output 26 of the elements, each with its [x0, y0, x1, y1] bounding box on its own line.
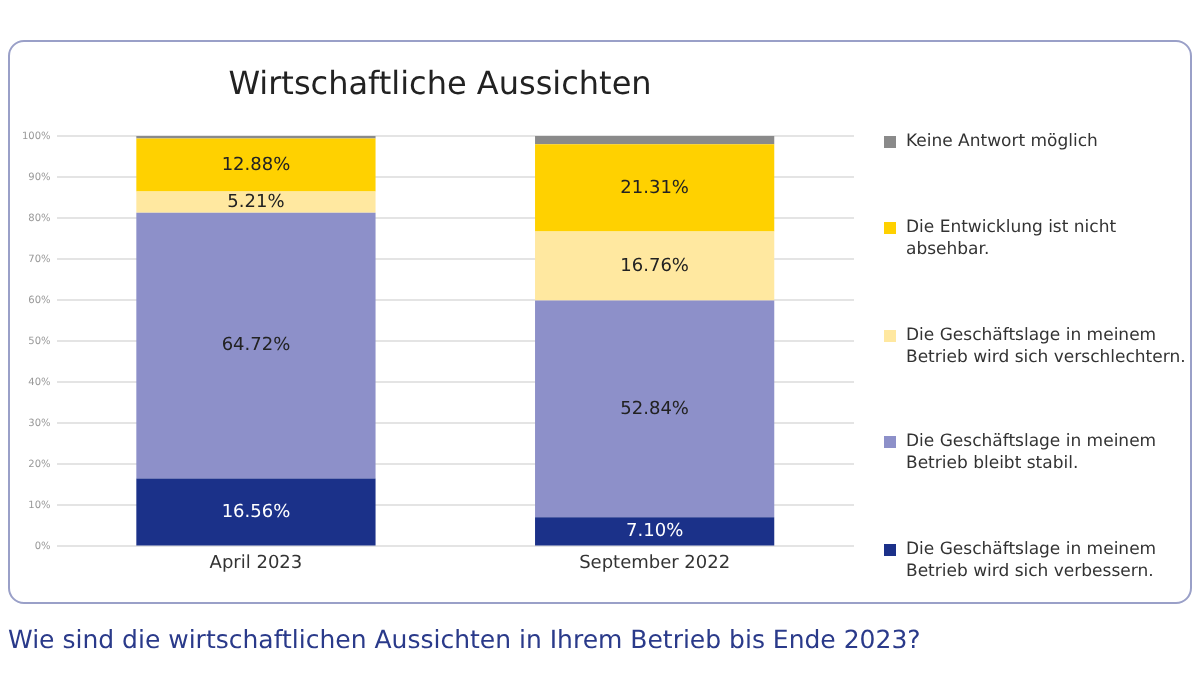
legend-label: Die Geschäftslage in meinem Betrieb wird sich verschlechtern. [906, 325, 1188, 369]
legend-label: Die Geschäftslage in meinem Betrieb bleibt stabil. [906, 432, 1159, 477]
data-label: 5.21% [227, 192, 286, 213]
data-label: 12.88% [221, 155, 292, 176]
legend-label: Die Geschäftslage in meinem Betrieb wird sich verbessern. [906, 540, 1159, 584]
bar [535, 136, 775, 145]
data-label: 21.31% [620, 178, 690, 199]
x-tick-label: April 2023 [209, 553, 303, 574]
data-label: 7.10% [626, 522, 685, 543]
bar [535, 517, 775, 546]
data-label: 16.76% [620, 256, 690, 277]
bar [136, 191, 376, 213]
text: Wie sind die wirtschaftlichen Aussichten in Ihrem Betrieb bis Ende 2023? [8, 624, 921, 654]
bar [136, 212, 376, 479]
legend-label: Die Entwicklung ist nicht absehbar. [906, 217, 1119, 262]
data-label: 52.84% [620, 399, 690, 420]
bar [535, 144, 775, 232]
bar [535, 231, 775, 301]
x-tick-label: September 2022 [579, 553, 731, 574]
bar [535, 300, 775, 518]
data-label: 16.56% [221, 502, 292, 523]
chart-title: Wirtschaftliche Aussichten [226, 64, 654, 102]
data-label: 64.72% [221, 336, 292, 357]
legend-label: Keine Antwort möglich [906, 132, 1098, 154]
bar [136, 138, 376, 192]
bar [136, 478, 376, 546]
